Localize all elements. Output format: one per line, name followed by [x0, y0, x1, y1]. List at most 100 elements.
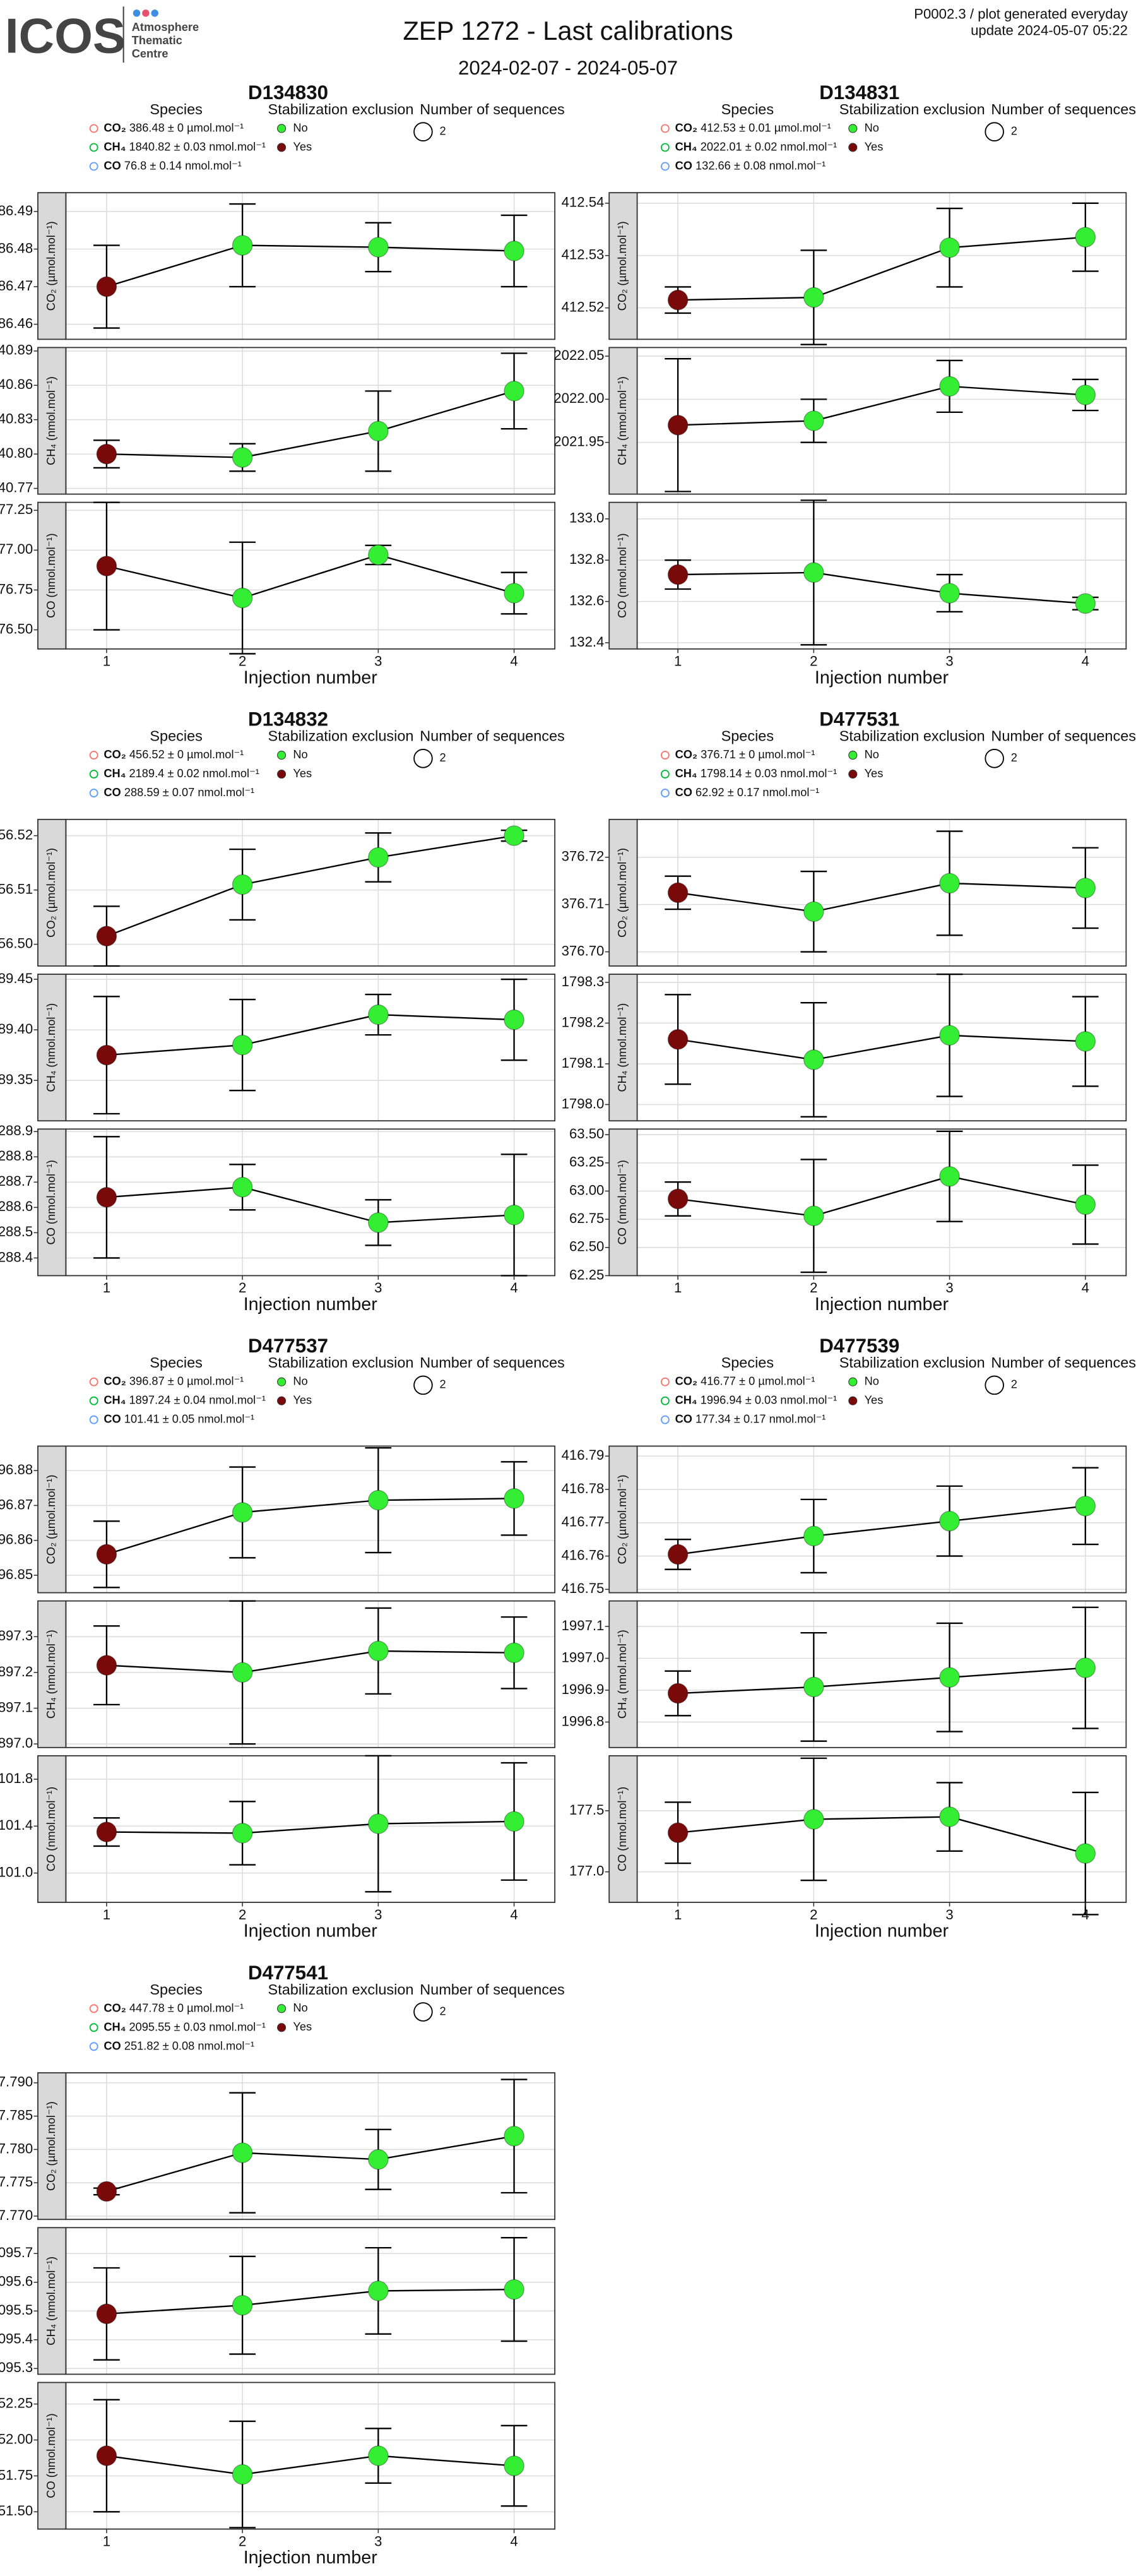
legend-species: CH₄: [675, 1393, 697, 1407]
data-line: [106, 1650, 514, 1674]
chart-title: D134831: [819, 81, 899, 104]
y-tick-label: 62.50: [569, 1239, 604, 1255]
data-line: [678, 571, 1086, 605]
y-tick-label: 101.0: [0, 1864, 33, 1880]
data-point: [939, 583, 960, 604]
plot-background: [66, 2073, 555, 2220]
data-point: [504, 1642, 524, 1664]
data-line: [106, 2455, 514, 2476]
x-tick-label: 2: [239, 2533, 246, 2549]
data-point: [504, 2125, 524, 2147]
y-tick-label: 416.75: [562, 1580, 605, 1596]
data-point: [803, 1205, 824, 1227]
legend-value: 62.92 ± 0.17 nmol.mol⁻¹: [695, 785, 819, 799]
legend-marker: [89, 1415, 98, 1424]
legend-species: CO₂: [675, 1374, 697, 1388]
y-axis-label: CH₄ (nmol.mol⁻¹): [615, 1630, 629, 1719]
data-line: [677, 1034, 1086, 1061]
y-axis-label: CO (nmol.mol⁻¹): [615, 1787, 629, 1871]
y-tick-label: 1897.1: [0, 1699, 33, 1715]
legend-marker: [89, 124, 98, 133]
y-tick-label: 62.75: [569, 1210, 604, 1226]
legend-marker: [277, 2004, 287, 2013]
panel-strip: [608, 501, 638, 650]
legend-title: Species: [150, 728, 202, 744]
legend-value: 1897.24 ± 0.04 nmol.mol⁻¹: [129, 1393, 265, 1407]
legend-species: CH₄: [104, 1393, 126, 1407]
y-tick-label: 386.48: [0, 240, 33, 256]
panel-strip: [608, 192, 638, 340]
data-point: [368, 847, 389, 868]
legend-marker: [661, 789, 670, 798]
data-line: [106, 2288, 514, 2315]
panel-strip: [608, 1445, 638, 1594]
legend-title: Stabilization exclusion: [268, 1981, 414, 1998]
panel-strip: [37, 1755, 67, 1903]
logo-dot: [142, 9, 150, 17]
plot-background: [66, 502, 555, 649]
data-point: [368, 2445, 389, 2466]
data-point: [667, 1544, 689, 1565]
x-tick-label: 2: [239, 1907, 246, 1923]
y-tick-label: 447.775: [0, 2174, 33, 2190]
panel-strip: [37, 1128, 67, 1277]
y-tick-label: 1840.77: [0, 479, 33, 495]
legend-value: 456.52 ± 0 µmol.mol⁻¹: [129, 748, 244, 761]
y-tick-label: 1897.0: [0, 1735, 33, 1751]
legend-marker: [985, 122, 1004, 141]
data-line: [106, 244, 514, 288]
data-line: [678, 385, 1086, 426]
y-tick-label: 252.25: [0, 2395, 33, 2411]
chart-title: D477539: [819, 1335, 899, 1357]
y-tick-label: 132.6: [569, 592, 604, 608]
chart-title: D134832: [248, 708, 328, 730]
legend-value: 177.34 ± 0.17 nmol.mol⁻¹: [695, 1412, 825, 1426]
legend-species: CO: [104, 1412, 121, 1426]
y-tick-label: 288.7: [0, 1173, 33, 1189]
y-tick-label: 1840.89: [0, 342, 33, 358]
data-point: [939, 1667, 960, 1688]
data-point: [368, 544, 389, 566]
legend-species: CO₂: [104, 1374, 126, 1388]
data-point: [368, 1813, 389, 1834]
data-point: [96, 556, 117, 576]
plot-background: [66, 819, 555, 966]
plot-background: [637, 1446, 1127, 1593]
data-point: [96, 2303, 117, 2325]
plot-background: [66, 1601, 555, 1748]
data-point: [803, 901, 824, 922]
legend-value: 1996.94 ± 0.03 nmol.mol⁻¹: [701, 1393, 837, 1407]
data-point: [96, 1544, 117, 1565]
y-tick-label: 288.9: [0, 1123, 33, 1138]
panel-strip: [37, 501, 67, 650]
data-point: [939, 376, 960, 397]
y-tick-label: 77.00: [0, 541, 33, 557]
data-point: [368, 1640, 389, 1662]
chart-title: D134830: [248, 81, 328, 104]
legend-label: Yes: [293, 766, 312, 780]
y-tick-label: 63.50: [569, 1126, 604, 1142]
data-point: [368, 2149, 389, 2170]
legend-marker: [89, 770, 98, 779]
panel-strip: [37, 2382, 67, 2530]
y-tick-label: 1897.2: [0, 1664, 33, 1679]
data-point: [368, 2281, 389, 2301]
legend-title: Stabilization exclusion: [839, 728, 985, 744]
panel-strip: [37, 347, 67, 495]
legend-species: CH₄: [104, 2020, 126, 2033]
legend-title: Number of sequences: [991, 1354, 1136, 1371]
legend-value: 132.66 ± 0.08 nmol.mol⁻¹: [695, 158, 825, 172]
y-tick-label: 386.46: [0, 315, 33, 331]
data-point: [504, 1811, 524, 1832]
data-line: [678, 236, 1086, 301]
logo-line: Atmosphere: [132, 20, 199, 33]
y-tick-label: 416.76: [562, 1547, 605, 1563]
legend-value: 1798.14 ± 0.03 nmol.mol⁻¹: [701, 766, 837, 780]
y-tick-label: 2095.5: [0, 2302, 33, 2318]
legend-label: 2: [440, 751, 446, 764]
legend-value: 288.59 ± 0.07 nmol.mol⁻¹: [124, 785, 254, 799]
x-tick-label: 1: [103, 653, 110, 669]
data-point: [368, 1212, 389, 1233]
legend-label: CO 62.92 ± 0.17 nmol.mol⁻¹: [675, 785, 820, 799]
data-point: [667, 415, 689, 436]
